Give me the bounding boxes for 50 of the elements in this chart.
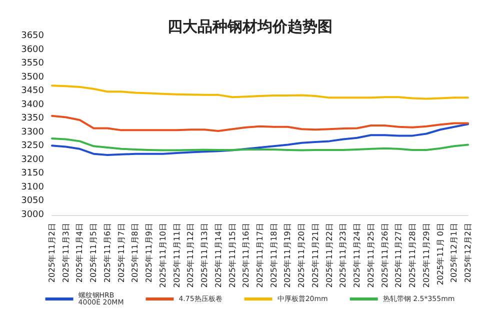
x-tick-label: 2025年11月27日 [394,223,404,288]
x-tick-label: 2025年11月 0日 [436,223,445,286]
x-tick-label: 2025年11月21日 [310,223,320,288]
x-tick-label: 2025年11月17日 [256,223,264,288]
y-tick-label: 3500 [21,72,44,82]
x-tick-label: 2025年11月15日 [228,223,237,288]
x-tick-label: 2025年11月13日 [200,223,210,288]
x-tick-label: 2025年11月10日 [158,223,168,288]
x-tick-label: 2025年11月28日 [408,223,418,288]
line-series [51,123,469,156]
chart-title: 四大品种钢材均价趋势图 [168,18,332,36]
x-tick-label: 2025年11月6日 [102,223,112,283]
x-tick-label: 2025年11月2日 [48,223,56,283]
x-tick-label: 2025年11月24日 [352,223,362,288]
x-tick-label: 2025年11月22日 [324,223,334,288]
x-tick-label: 2025年11月9日 [144,223,154,283]
x-tick-label: 2025年12月2日 [464,223,472,283]
y-tick-label: 3600 [21,44,44,55]
x-tick-label: 2025年11月25日 [366,223,376,288]
x-tick-label: 2025年11月7日 [116,223,126,283]
y-tick-label: 3100 [21,182,44,192]
x-tick-label: 2025年11月16日 [242,223,251,288]
y-tick-label: 3000 [21,210,44,220]
y-tick-label: 3150 [21,168,44,179]
y-tick-label: 3300 [21,127,44,138]
y-tick-label: 3350 [21,114,44,124]
y-tick-label: 3650 [21,31,44,41]
x-tick-label: 2025年11月19日 [283,223,292,288]
y-tick-label: 3200 [21,154,44,165]
line-series [51,114,469,132]
x-tick-label: 2025年11月26日 [380,223,390,288]
y-tick-label: 3550 [21,58,44,69]
x-tick-label: 2025年11月12日 [186,223,196,288]
x-tick-label: 2025年11月14日 [214,223,223,288]
x-tick-label: 2025年11月11日 [172,223,182,288]
x-tick-label: 2025年12月1日 [450,223,459,283]
y-tick-label: 3050 [21,196,44,206]
x-tick-label: 2025年11月3日 [61,223,70,283]
x-tick-label: 2025年11月23日 [338,223,348,288]
y-tick-label: 3250 [21,141,44,152]
y-tick-label: 3400 [21,100,44,110]
x-tick-label: 2025年11月8日 [130,223,140,283]
line-series [51,84,469,100]
x-tick-label: 2025年11月18日 [269,223,278,288]
line-series [51,137,469,152]
x-tick-label: 2025年11月20日 [297,223,306,288]
x-tick-label: 2025年11月29日 [422,223,431,288]
x-tick-label: 2025年11月4日 [75,223,84,283]
y-tick-label: 3450 [21,86,44,96]
x-tick-label: 2025年11月5日 [89,223,98,283]
